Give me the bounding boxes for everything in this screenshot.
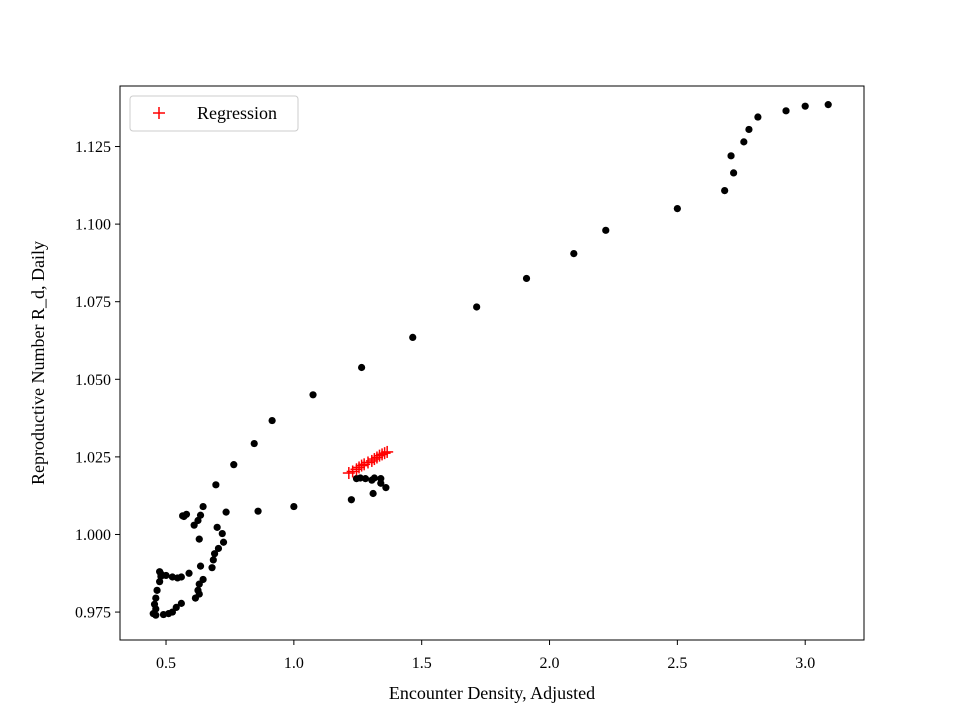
data-point [602,226,610,234]
data-point [195,580,203,588]
y-tick-label: 1.000 [75,527,111,544]
legend-marker-regression [153,107,165,119]
data-point [369,489,377,498]
data-point [152,611,160,619]
legend-box [129,95,299,132]
data-point [208,564,216,572]
regression-point [370,451,383,464]
x-tick-label: 2.5 [667,655,687,672]
y-tick-label: 1.100 [75,217,111,234]
data-point [352,475,361,483]
data-point [214,544,223,553]
plot-marks [149,101,832,619]
data-point [156,578,164,586]
y-tick-label: 1.025 [75,449,111,466]
data-point [358,363,366,372]
data-point [230,461,238,469]
y-tick-label: 1.050 [75,372,111,389]
data-point [740,138,748,146]
data-point [754,113,762,121]
data-point [347,496,355,504]
data-point [180,512,188,521]
data-point [409,333,417,341]
data-point [191,594,200,602]
data-point [172,603,180,612]
x-tick-label: 3.0 [795,655,815,672]
regression-point [376,448,389,461]
data-point [309,391,317,399]
plot-area-frame [119,85,865,641]
y-tick-label: 1.075 [75,294,111,311]
data-point [473,303,481,311]
x-tick-label: 0.5 [156,655,176,672]
data-point [185,569,193,577]
data-point [730,169,738,177]
data-point [199,502,207,511]
regression-point [378,447,391,460]
y-tick-label: 1.125 [75,139,111,156]
data-point [212,481,220,489]
data-point [153,586,161,594]
data-point [190,521,198,529]
y-axis-ticks: 0.975 1.000 1.025 1.050 1.075 1.100 1.125 [75,139,120,622]
data-point [254,507,262,515]
data-point [727,152,735,160]
x-tick-label: 1.5 [412,655,432,672]
data-point [368,476,376,484]
data-point [824,101,832,109]
legend-label-regression: Regression [197,103,277,123]
data-point [268,416,276,425]
data-point [177,599,185,607]
data-point [290,502,298,511]
data-point [745,125,753,134]
data-point [209,556,217,564]
data-point [377,475,385,483]
x-tick-label: 1.0 [284,655,304,672]
data-point [673,204,681,213]
data-point [382,484,390,492]
data-point [196,562,205,570]
regression-point [355,459,368,472]
data-point [250,439,258,448]
data-point [222,508,230,516]
data-point [152,594,160,602]
x-axis-label: Encounter Density, Adjusted [389,683,595,703]
y-tick-label: 0.975 [75,605,111,622]
data-point [570,249,578,258]
x-tick-label: 2.0 [540,655,560,672]
x-axis-ticks: 0.5 1.0 1.5 2.0 2.5 3.0 [156,640,815,672]
data-point [219,538,228,546]
data-point [195,535,203,543]
data-point [801,102,809,110]
data-point [168,573,177,581]
data-point [218,529,226,538]
data-point [782,107,790,115]
data-point [213,523,221,531]
regression-point [353,461,366,474]
y-axis-label: Reproductive Number R_d, Daily [28,241,48,485]
regression-point [381,445,394,458]
data-point [522,274,531,283]
regression-point [373,449,386,462]
data-point [210,550,219,558]
data-point [721,186,729,195]
legend: Regression [129,95,299,132]
